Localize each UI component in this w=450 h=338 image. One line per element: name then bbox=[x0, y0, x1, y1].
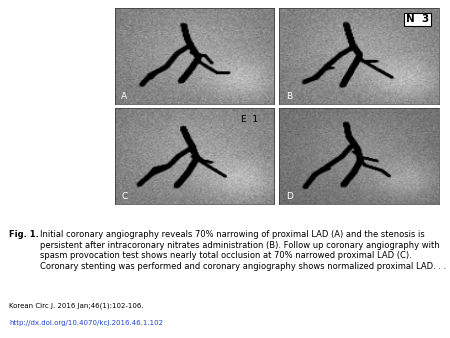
Text: E  1: E 1 bbox=[241, 115, 258, 124]
Text: http://dx.doi.org/10.4070/kcj.2016.46.1.102: http://dx.doi.org/10.4070/kcj.2016.46.1.… bbox=[9, 320, 163, 326]
Text: A: A bbox=[121, 92, 127, 101]
Text: D: D bbox=[286, 192, 292, 201]
Text: Korean Circ J. 2016 Jan;46(1):102-106.: Korean Circ J. 2016 Jan;46(1):102-106. bbox=[9, 303, 144, 309]
Text: B: B bbox=[286, 92, 292, 101]
Text: Initial coronary angiography reveals 70% narrowing of proximal LAD (A) and the s: Initial coronary angiography reveals 70%… bbox=[40, 231, 447, 271]
Text: N  3: N 3 bbox=[406, 14, 429, 24]
Text: Fig. 1.: Fig. 1. bbox=[9, 231, 42, 239]
Text: C: C bbox=[121, 192, 127, 201]
